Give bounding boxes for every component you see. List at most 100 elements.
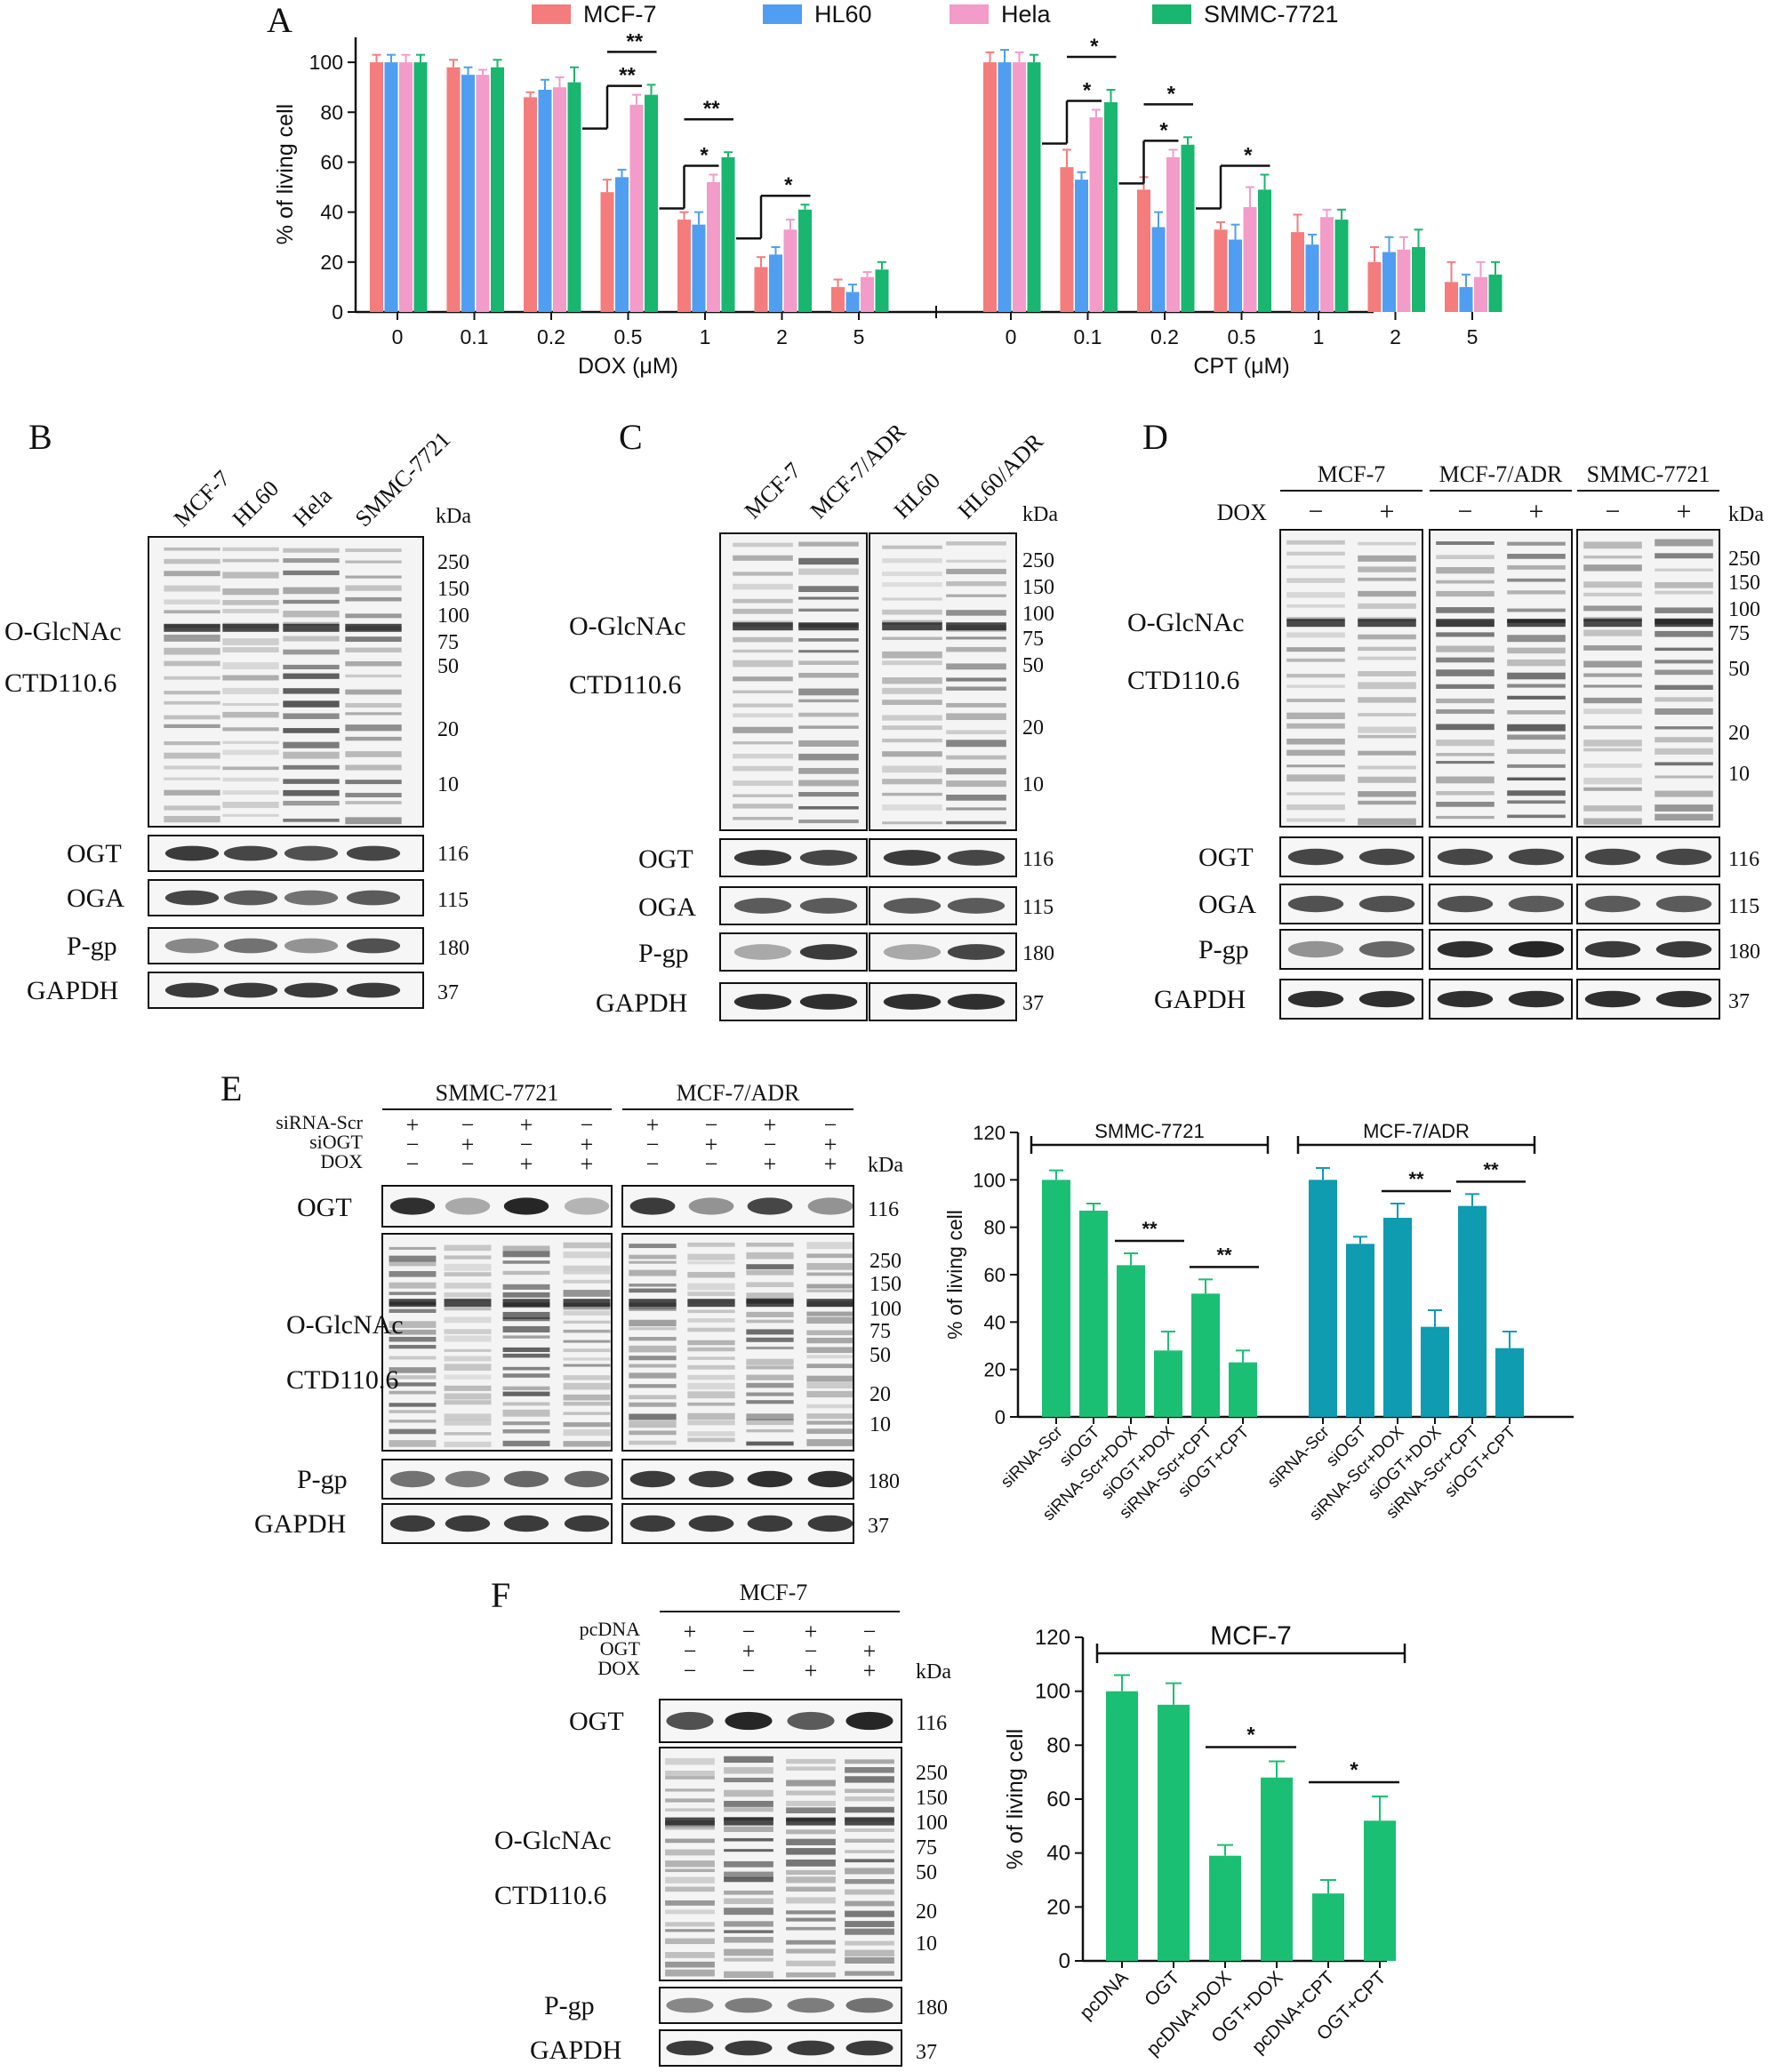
chart-group-label: MCF-7/ADR: [1363, 1120, 1470, 1142]
glycoprotein-smear-band: [1286, 564, 1345, 569]
y-tick-label: 60: [984, 1264, 1006, 1286]
significance-star: *: [1090, 35, 1099, 59]
mw-marker-text: 20: [437, 718, 459, 741]
glycoprotein-smear-band: [502, 1353, 550, 1358]
glycoprotein-smear-band: [786, 1886, 836, 1892]
glycoprotein-smear-band: [1436, 632, 1495, 637]
glycoprotein-smear-band: [733, 780, 793, 787]
glycoprotein-smear-band: [665, 1922, 715, 1927]
x-tick-label: pcDNA: [1076, 1967, 1132, 2023]
treatment-sign: +: [406, 1112, 420, 1138]
y-axis-title: % of living cell: [1003, 1729, 1028, 1869]
ctd-label: CTD110.6: [569, 670, 681, 700]
glycoprotein-smear-band: [845, 1940, 894, 1946]
glycoprotein-smear-band: [1655, 775, 1713, 779]
bar-hl60: [538, 89, 552, 312]
glycoprotein-smear-band: [1358, 697, 1416, 703]
glycoprotein-smear-band: [1286, 658, 1345, 662]
glycoprotein-smear-band: [222, 675, 279, 681]
bar-hela: [553, 87, 566, 312]
glycoprotein-smear-band: [164, 789, 220, 796]
significance-star: **: [626, 29, 643, 53]
glycoprotein-smear-band: [946, 581, 1006, 587]
glycoprotein-smear-band: [563, 1364, 611, 1367]
protein-band: [389, 1515, 436, 1532]
glycoprotein-major-band: [1655, 619, 1713, 628]
mw-marker-text: 115: [1022, 896, 1054, 919]
glycoprotein-smear-band: [389, 1246, 437, 1250]
glycoprotein-smear-band: [1436, 698, 1495, 704]
glycoprotein-smear-band: [283, 789, 340, 796]
protein-band: [1584, 940, 1641, 958]
protein-band: [1358, 895, 1415, 913]
bar-siogt: [1079, 1211, 1108, 1417]
glycoprotein-smear-band: [665, 1757, 715, 1765]
glycoprotein-smear-band: [1507, 608, 1566, 612]
x-tick-label: 0.2: [537, 325, 565, 348]
protein-band: [1358, 940, 1415, 958]
y-tick-label: 100: [309, 51, 343, 74]
glycoprotein-smear-band: [164, 676, 220, 680]
glycoprotein-smear-band: [629, 1345, 677, 1353]
protein-band: [346, 845, 401, 861]
glycoprotein-smear-band: [845, 1900, 894, 1907]
glycoprotein-smear-band: [687, 1292, 735, 1297]
protein-band: [666, 1711, 714, 1731]
glycoprotein-smear-band: [1286, 738, 1345, 745]
mw-marker-text: 116: [1728, 848, 1759, 871]
glycoprotein-smear-band: [724, 1890, 773, 1895]
mw-marker-text: 180: [437, 937, 469, 960]
glycoprotein-smear-band: [724, 1921, 773, 1927]
glycoprotein-smear-band: [724, 1876, 773, 1883]
glycoprotein-smear-band: [665, 1929, 715, 1932]
glycoprotein-smear-band: [1583, 581, 1642, 588]
glycoprotein-smear-band: [746, 1319, 794, 1324]
glycoprotein-smear-band: [746, 1329, 794, 1335]
glycoprotein-smear-band: [629, 1284, 677, 1287]
glycoprotein-smear-band: [665, 1952, 715, 1958]
treatment-sign: +: [520, 1151, 533, 1177]
glycoprotein-smear-band: [283, 764, 340, 770]
glycoprotein-smear-band: [1655, 813, 1713, 821]
treatment-row-label: DOX: [597, 1657, 640, 1679]
protein-band: [747, 1197, 793, 1215]
glycoprotein-smear-band: [345, 575, 402, 579]
o-glcnac-blot: [148, 536, 424, 828]
glycoprotein-smear-band: [733, 726, 793, 733]
glycoprotein-smear-band: [283, 587, 340, 595]
bar-sirna-scr: [1042, 1180, 1070, 1417]
glycoprotein-smear-band: [746, 1419, 794, 1426]
glycoprotein-smear-band: [629, 1402, 677, 1407]
glycoprotein-smear-band: [444, 1441, 492, 1448]
glycoprotein-smear-band: [1507, 541, 1566, 546]
glycoprotein-smear-band: [665, 1849, 715, 1856]
legend-swatch: [950, 4, 989, 24]
bar-smmc-7721: [567, 82, 581, 313]
glycoprotein-smear-band: [786, 1926, 836, 1931]
glycoprotein-smear-band: [444, 1393, 492, 1400]
glycoprotein-smear-band: [1583, 740, 1642, 747]
treatment-sign: +: [1677, 497, 1692, 526]
glycoprotein-smear-band: [502, 1429, 550, 1434]
x-tick-label: 0.5: [614, 325, 643, 348]
glycoprotein-smear-band: [389, 1321, 437, 1328]
protein-band: [223, 890, 278, 906]
treatment-sign: +: [863, 1638, 877, 1664]
glycoprotein-smear-band: [845, 1957, 894, 1964]
glycoprotein-smear-band: [1507, 647, 1566, 654]
glycoprotein-smear-band: [444, 1348, 492, 1352]
protein-band: [733, 898, 792, 914]
glycoprotein-smear-band: [502, 1386, 550, 1391]
glycoprotein-smear-band: [733, 542, 793, 548]
glycoprotein-smear-band: [222, 638, 279, 645]
glycoprotein-smear-band: [882, 792, 942, 796]
glycoprotein-smear-band: [746, 1337, 794, 1342]
glycoprotein-smear-band: [345, 560, 402, 564]
glycoprotein-smear-band: [845, 1889, 894, 1895]
glycoprotein-smear-band: [1507, 710, 1566, 715]
glycoprotein-smear-band: [786, 1829, 836, 1835]
bar-hl60: [615, 177, 629, 312]
bar-hl60: [1229, 239, 1242, 312]
glycoprotein-smear-band: [563, 1290, 611, 1297]
